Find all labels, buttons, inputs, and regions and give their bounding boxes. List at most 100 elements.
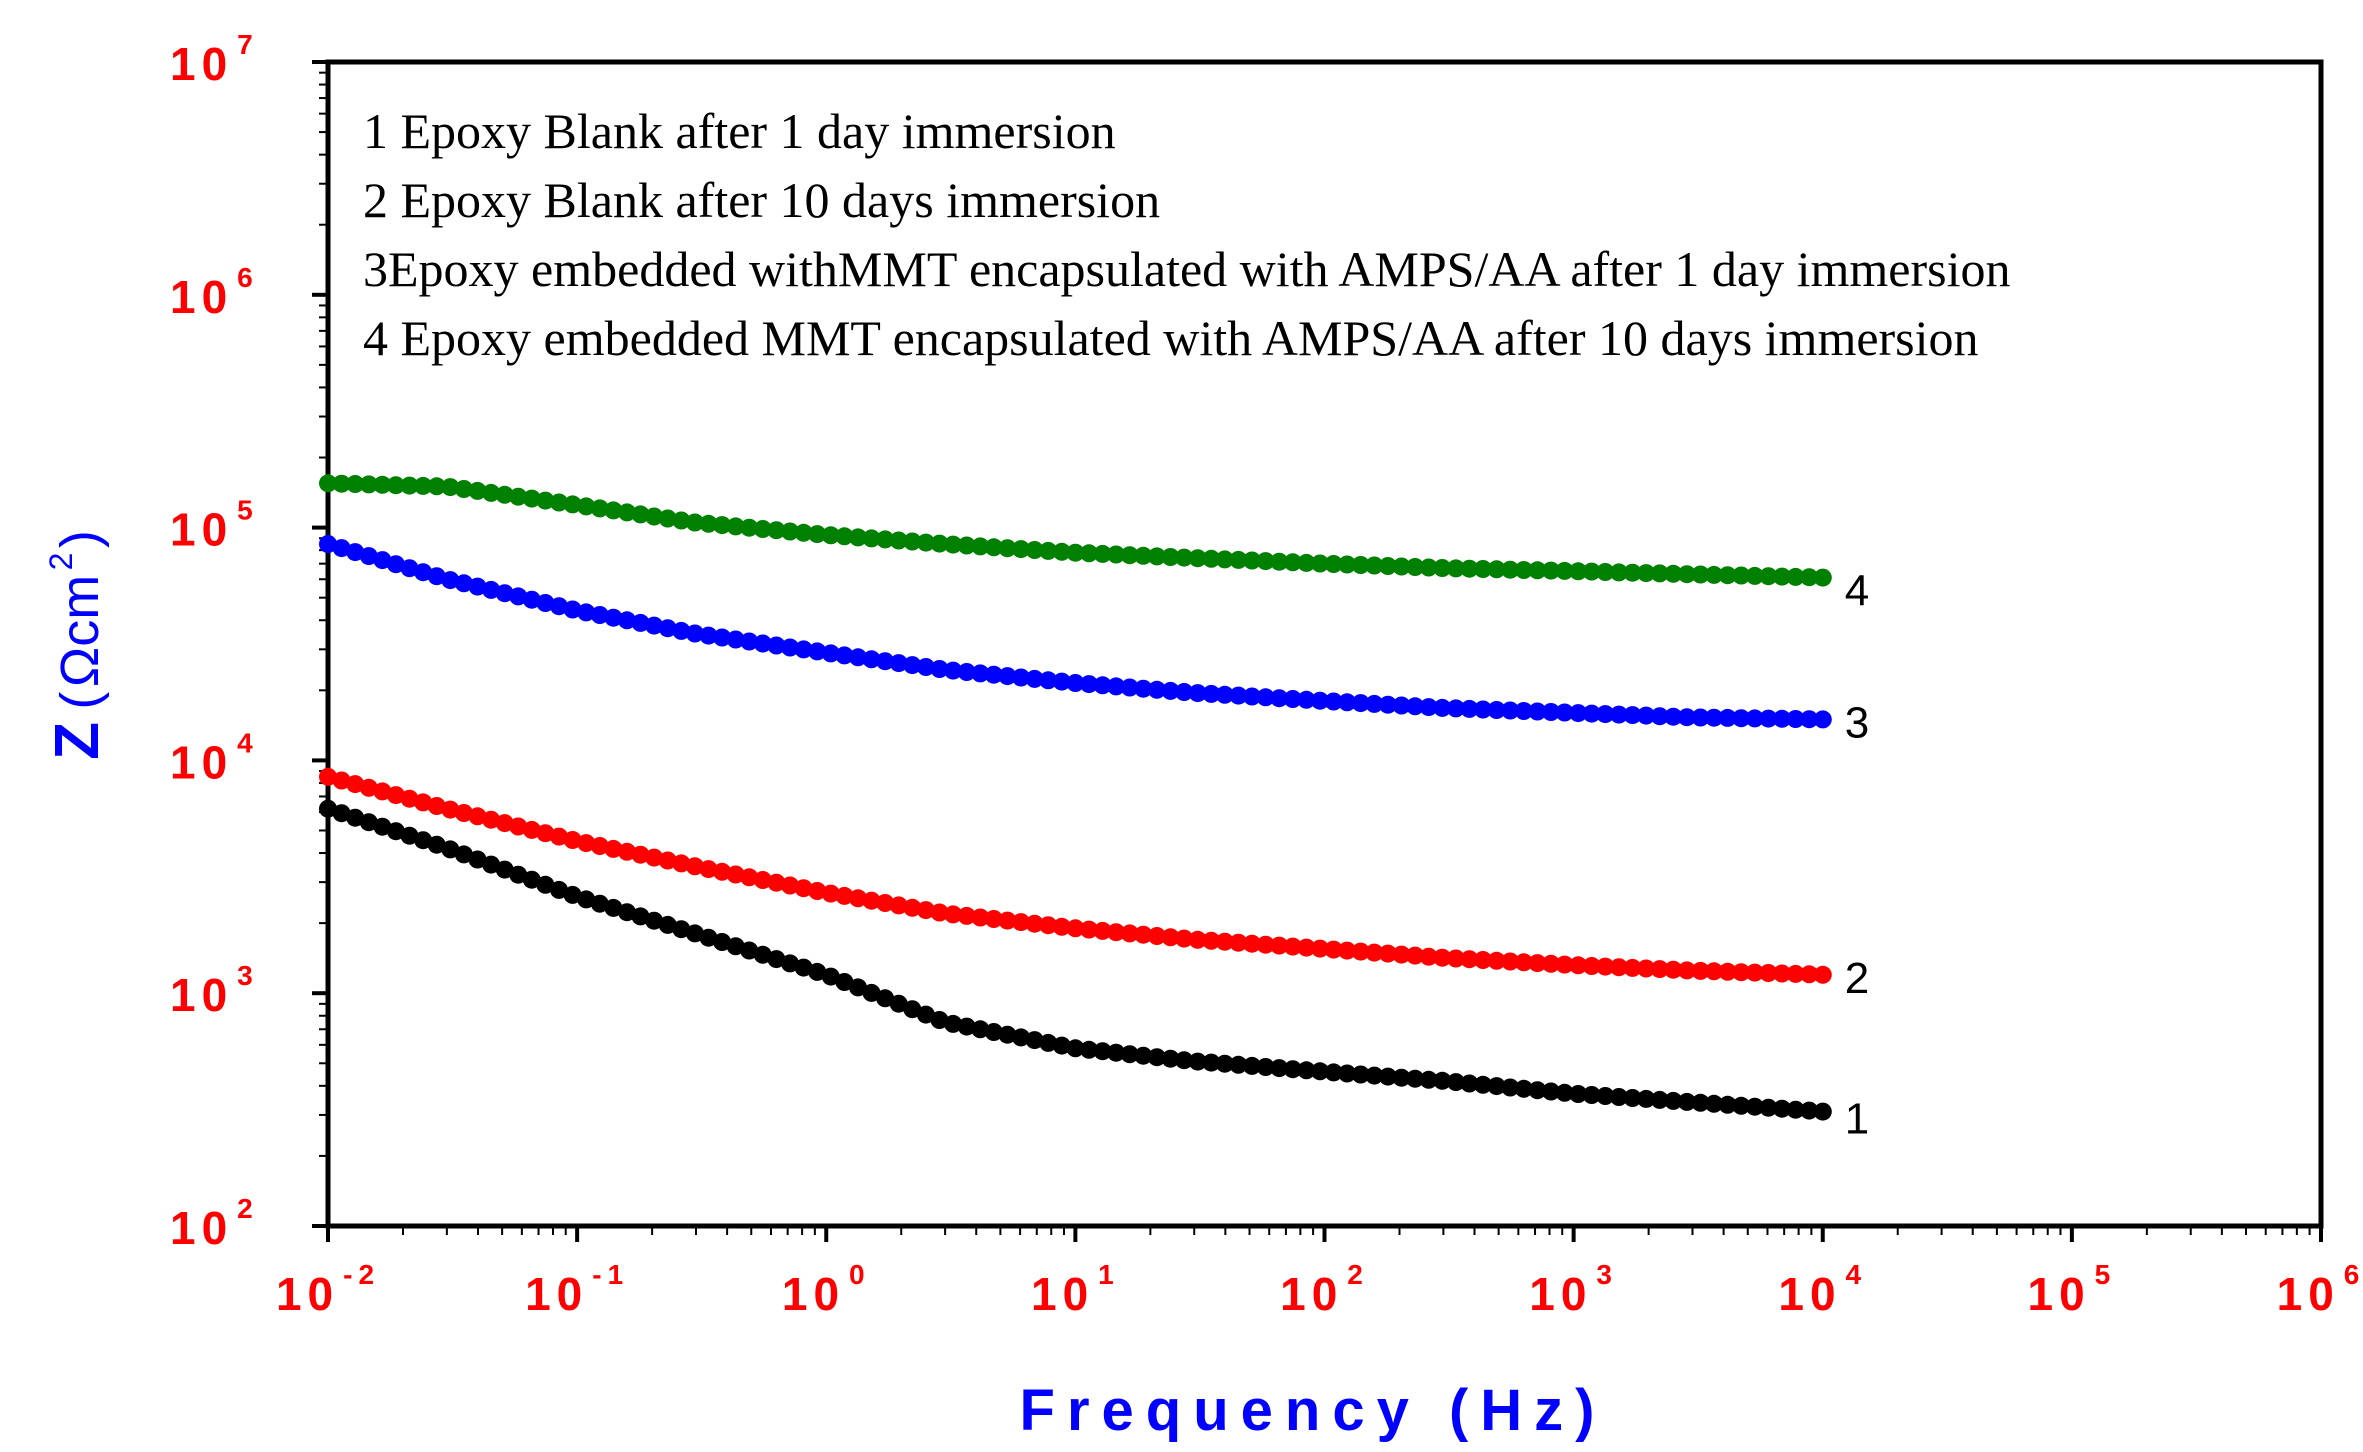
series-point-3 xyxy=(1555,703,1574,722)
series-point-4 xyxy=(672,511,691,530)
series-point-3 xyxy=(984,665,1003,684)
series-point-1 xyxy=(1786,1100,1805,1119)
series-point-1 xyxy=(1446,1073,1465,1092)
series-point-3 xyxy=(1542,703,1560,721)
series-point-1 xyxy=(1528,1081,1547,1100)
series-layer xyxy=(319,474,1832,1121)
series-point-4 xyxy=(1705,565,1723,584)
series-point-4 xyxy=(1813,568,1832,587)
series-point-2 xyxy=(1025,914,1044,933)
series-point-3 xyxy=(1324,692,1343,711)
series-point-3 xyxy=(1759,709,1778,728)
series-end-label-4: 4 xyxy=(1845,567,1869,616)
series-point-2 xyxy=(767,873,786,892)
series-point-3 xyxy=(495,584,514,603)
series-point-4 xyxy=(618,503,636,522)
series-point-2 xyxy=(1256,935,1275,954)
series-point-2 xyxy=(1745,963,1764,982)
series-point-1 xyxy=(1514,1079,1533,1098)
series-point-4 xyxy=(1120,546,1139,565)
series-point-4 xyxy=(1229,550,1248,569)
series-point-2 xyxy=(808,882,827,900)
series-point-3 xyxy=(563,600,582,619)
series-point-3 xyxy=(889,654,908,673)
series-point-4 xyxy=(1555,561,1574,580)
series-point-1 xyxy=(1745,1097,1764,1116)
series-point-3 xyxy=(740,632,759,651)
x-tick-label: 10 2 xyxy=(1280,1259,1369,1320)
series-point-1 xyxy=(1175,1051,1194,1070)
x-tick-label: 10 1 xyxy=(1031,1259,1120,1320)
series-point-2 xyxy=(794,879,813,898)
series-point-3 xyxy=(1012,668,1030,687)
series-point-4 xyxy=(495,485,514,504)
series-point-1 xyxy=(386,822,405,841)
series-point-4 xyxy=(998,539,1017,558)
series-point-2 xyxy=(1080,920,1098,939)
legend-entry: 1 Epoxy Blank after 1 day immersion xyxy=(363,103,1116,159)
series-point-1 xyxy=(1800,1101,1819,1120)
series-point-2 xyxy=(1582,957,1601,975)
series-point-1 xyxy=(984,1023,1003,1041)
series-point-1 xyxy=(1419,1070,1438,1089)
series-point-2 xyxy=(1487,951,1506,970)
x-tick-label: 10 -2 xyxy=(276,1259,380,1320)
series-point-1 xyxy=(604,898,623,917)
x-tick-labels: 10 -2 10 -1 10 0 10 1 10 2 10 3 10 4 10 5 10 6 xyxy=(276,1259,2359,1320)
series-point-3 xyxy=(1392,696,1411,715)
series-point-1 xyxy=(563,885,582,904)
series-point-3 xyxy=(1066,674,1085,692)
series-point-3 xyxy=(482,580,501,599)
series-point-1 xyxy=(1569,1085,1588,1103)
series-point-2 xyxy=(1229,933,1248,952)
series-point-4 xyxy=(1161,548,1180,566)
series-point-3 xyxy=(672,621,691,640)
series-point-1 xyxy=(1609,1088,1628,1106)
series-point-1 xyxy=(1147,1048,1166,1067)
x-tick-label: 10 5 xyxy=(2028,1259,2117,1320)
series-point-2 xyxy=(1446,949,1465,968)
x-tick-label: 10 -1 xyxy=(525,1259,629,1320)
series-point-3 xyxy=(726,630,745,649)
series-point-2 xyxy=(1609,958,1628,977)
series-point-4 xyxy=(889,531,908,550)
series-point-3 xyxy=(319,535,337,553)
series-point-3 xyxy=(427,567,446,586)
series-point-3 xyxy=(1188,684,1207,703)
series-point-2 xyxy=(522,820,541,839)
series-point-4 xyxy=(1596,563,1615,581)
series-point-3 xyxy=(794,640,813,659)
series-point-1 xyxy=(1555,1083,1574,1102)
series-point-4 xyxy=(1487,560,1506,579)
series-point-4 xyxy=(1474,560,1492,578)
series-point-4 xyxy=(1433,559,1452,577)
series-point-3 xyxy=(577,603,596,622)
series-point-4 xyxy=(1419,558,1438,577)
series-point-4 xyxy=(1378,557,1397,575)
series-point-1 xyxy=(916,1005,935,1024)
series-point-3 xyxy=(1175,683,1194,701)
series-point-1 xyxy=(835,973,854,991)
series-point-4 xyxy=(1215,550,1234,569)
series-point-4 xyxy=(1691,565,1710,584)
series-point-4 xyxy=(1582,562,1601,581)
series-point-2 xyxy=(1623,958,1642,977)
series-end-label-2: 2 xyxy=(1845,954,1869,1003)
series-point-4 xyxy=(944,535,963,554)
series-point-4 xyxy=(536,491,555,510)
y-tick-label: 10 7 xyxy=(170,29,259,90)
series-point-2 xyxy=(930,903,949,922)
series-point-1 xyxy=(740,941,759,960)
series-point-1 xyxy=(577,890,596,909)
series-point-4 xyxy=(1460,559,1479,578)
series-point-3 xyxy=(1677,708,1696,727)
series-point-2 xyxy=(1514,953,1533,972)
series-point-3 xyxy=(454,574,473,593)
series-point-2 xyxy=(1460,950,1479,969)
series-point-3 xyxy=(590,606,609,624)
series-point-2 xyxy=(1297,938,1316,957)
series-point-1 xyxy=(876,989,895,1008)
series-point-1 xyxy=(1378,1067,1397,1086)
series-point-2 xyxy=(563,831,582,849)
series-point-1 xyxy=(1623,1089,1642,1107)
